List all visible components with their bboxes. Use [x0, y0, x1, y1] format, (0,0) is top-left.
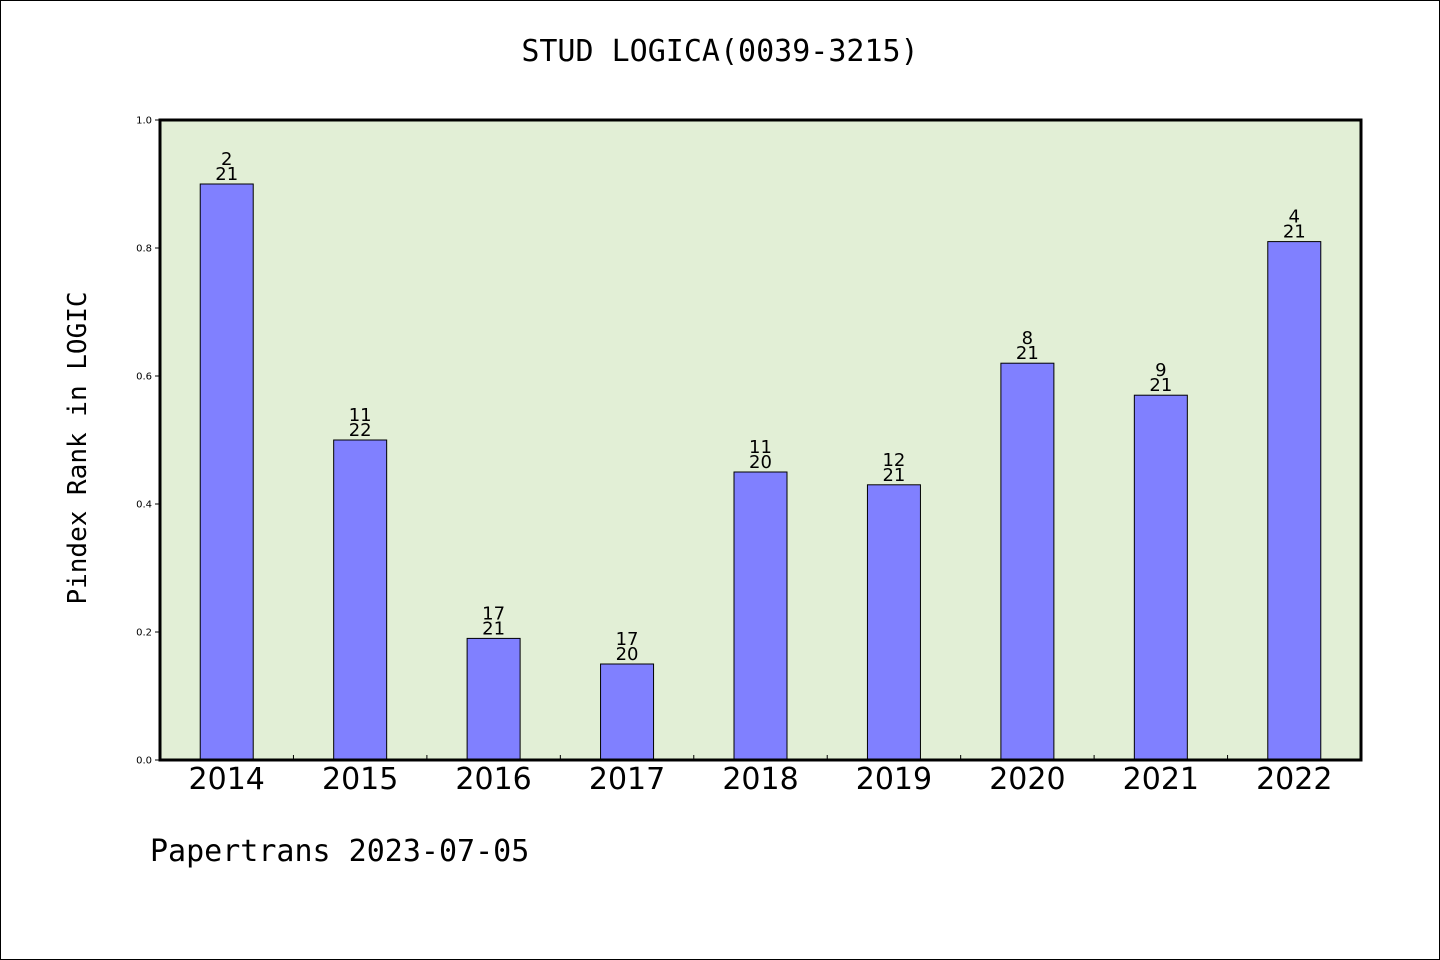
y-tick-label: 0.0 — [136, 756, 152, 767]
x-tick-label: 2018 — [722, 762, 798, 797]
bar — [733, 471, 788, 761]
x-tick-label: 2021 — [1123, 762, 1199, 797]
bar — [866, 484, 921, 761]
y-tick-label: 0.8 — [136, 244, 152, 255]
bar — [199, 183, 254, 761]
bar-total-label: 21 — [1016, 343, 1039, 364]
x-tick-label: 2016 — [455, 762, 531, 797]
bar-rank-label: 11 — [349, 405, 372, 426]
bar — [333, 439, 388, 761]
bar — [466, 637, 521, 761]
bar-total-label: 22 — [349, 420, 372, 441]
bar-total-label: 21 — [482, 618, 505, 639]
plot-border — [158, 118, 1363, 762]
chart-title: STUD LOGICA(0039-3215) — [521, 34, 919, 69]
bar-total-label: 21 — [215, 164, 238, 185]
x-tick-label: 2019 — [856, 762, 932, 797]
bar-rank-label: 17 — [482, 603, 505, 624]
x-tick-label: 2014 — [189, 762, 265, 797]
y-tick-label: 1.0 — [136, 116, 152, 127]
y-tick-label: 0.2 — [136, 628, 152, 639]
bar-total-label: 21 — [1149, 375, 1172, 396]
x-tick-label: 2017 — [589, 762, 665, 797]
bar-rank-label: 8 — [1022, 328, 1033, 349]
bar-rank-label: 11 — [749, 437, 772, 458]
y-tick-label: 0.4 — [136, 500, 152, 511]
x-tick-label: 2022 — [1256, 762, 1332, 797]
bar — [1000, 362, 1055, 761]
x-tick-label: 2020 — [989, 762, 1065, 797]
bar — [1267, 241, 1322, 761]
bar-rank-label: 2 — [221, 149, 232, 170]
bar-total-label: 21 — [1283, 222, 1306, 243]
bar-total-label: 20 — [749, 452, 772, 473]
y-tick-label: 0.6 — [136, 372, 152, 383]
bar-total-label: 20 — [616, 644, 639, 665]
bar-rank-label: 17 — [616, 629, 639, 650]
x-tick-label: 2015 — [322, 762, 398, 797]
bar-rank-label: 12 — [882, 450, 905, 471]
bar-rank-label: 4 — [1289, 207, 1300, 228]
footer-text: Papertrans 2023-07-05 — [150, 834, 530, 869]
bar — [600, 663, 655, 761]
bar — [1133, 394, 1188, 761]
bar-total-label: 21 — [882, 465, 905, 486]
bar-rank-label: 9 — [1155, 360, 1166, 381]
